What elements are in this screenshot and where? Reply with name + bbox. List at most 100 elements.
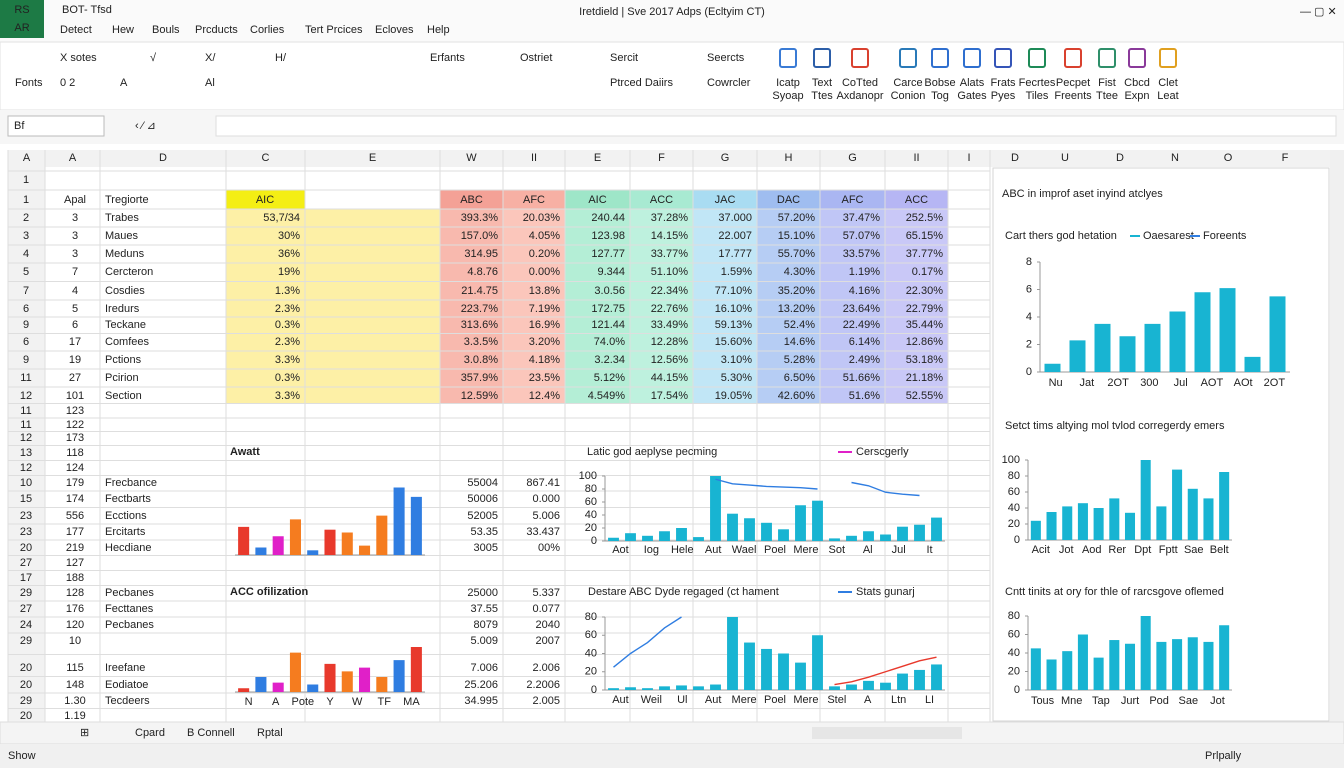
row-header: 23 bbox=[20, 510, 32, 522]
ribbon-icon[interactable] bbox=[1128, 48, 1146, 68]
x-tick-label: W bbox=[352, 696, 363, 708]
cell: AFC bbox=[523, 194, 545, 206]
x-tick-label: Acit bbox=[1032, 544, 1050, 556]
ribbon-icon[interactable] bbox=[1028, 48, 1046, 68]
x-tick-label: Jot bbox=[1059, 544, 1074, 556]
ribbon-button[interactable]: Cowrcler bbox=[707, 77, 751, 89]
menu-tab[interactable]: Detect bbox=[60, 24, 92, 36]
ribbon-icon[interactable] bbox=[779, 48, 797, 68]
scrollbar[interactable] bbox=[1330, 150, 1344, 722]
ribbon-icon[interactable] bbox=[1159, 48, 1177, 68]
bar bbox=[1046, 659, 1057, 690]
cell: 15.60% bbox=[715, 336, 753, 348]
ribbon-icon[interactable] bbox=[851, 48, 869, 68]
bar bbox=[324, 663, 336, 692]
ribbon-button[interactable]: Erfants bbox=[430, 52, 465, 64]
cell: 2.3% bbox=[275, 336, 300, 348]
cell: 4.18% bbox=[529, 354, 560, 366]
y-tick-label: 60 bbox=[1008, 628, 1020, 640]
cell: 101 bbox=[66, 390, 84, 402]
ribbon-icon[interactable] bbox=[813, 48, 831, 68]
ribbon-icon[interactable] bbox=[1098, 48, 1116, 68]
bar bbox=[625, 533, 636, 541]
y-tick-label: 40 bbox=[1008, 502, 1020, 514]
ribbon-icon[interactable] bbox=[899, 48, 917, 68]
cell: Cercteron bbox=[105, 266, 153, 278]
cell: Cosdies bbox=[105, 285, 145, 297]
ribbon-label: Expn bbox=[1124, 90, 1149, 102]
ribbon-icon[interactable] bbox=[994, 48, 1012, 68]
bar bbox=[1119, 336, 1136, 372]
ribbon-label: Axdanopr bbox=[836, 90, 883, 102]
cell: 5 bbox=[72, 303, 78, 315]
ribbon-button[interactable]: √ bbox=[150, 52, 157, 64]
ribbon-icon[interactable] bbox=[1064, 48, 1082, 68]
cell: 50006 bbox=[467, 493, 498, 505]
bar bbox=[1140, 460, 1151, 540]
cell: 57.07% bbox=[843, 230, 881, 242]
bar bbox=[829, 538, 840, 541]
ribbon-button[interactable]: X/ bbox=[205, 52, 216, 64]
row-header: 20 bbox=[20, 662, 32, 674]
ribbon-icon[interactable] bbox=[963, 48, 981, 68]
name-box[interactable] bbox=[7, 115, 105, 137]
menu-tab[interactable]: Tert Prcices bbox=[305, 24, 363, 36]
h-scroll[interactable] bbox=[812, 727, 962, 739]
cell-fill bbox=[885, 190, 948, 209]
ribbon-button[interactable]: A bbox=[120, 77, 128, 89]
ribbon-button[interactable]: X sotes bbox=[60, 52, 97, 64]
ribbon-label: Alats bbox=[960, 77, 985, 89]
x-tick-label: Rer bbox=[1108, 544, 1126, 556]
menu-tab[interactable]: Prcducts bbox=[195, 24, 238, 36]
cell: 173 bbox=[66, 432, 84, 444]
cell: 314.95 bbox=[464, 248, 498, 260]
ribbon-button[interactable]: Sercit bbox=[610, 52, 638, 64]
ribbon-button[interactable]: H/ bbox=[275, 52, 287, 64]
menu-tab[interactable]: Bouls bbox=[152, 24, 180, 36]
menu-tab[interactable]: Corlies bbox=[250, 24, 285, 36]
cell: Frecbance bbox=[105, 477, 157, 489]
bar bbox=[880, 682, 891, 690]
cell: 36% bbox=[278, 248, 300, 260]
bar bbox=[1124, 512, 1136, 540]
cell: 127.77 bbox=[591, 248, 625, 260]
panel-title: ABC in improf aset inyind atclyes bbox=[1002, 188, 1163, 200]
ribbon-button[interactable]: Seercts bbox=[707, 52, 745, 64]
cell: ACC bbox=[650, 194, 673, 206]
menu-tab[interactable]: Ecloves bbox=[375, 24, 414, 36]
menu-tab[interactable]: Help bbox=[427, 24, 450, 36]
x-tick-label: Sae bbox=[1184, 544, 1204, 556]
ribbon-button[interactable]: Fonts bbox=[15, 77, 43, 89]
x-tick-label: Jul bbox=[1174, 377, 1188, 389]
ribbon-button[interactable]: Al bbox=[205, 77, 215, 89]
cell: 17.54% bbox=[651, 390, 689, 402]
sheet-tab[interactable]: Rptal bbox=[257, 727, 283, 739]
cell: 3.3.5% bbox=[464, 336, 498, 348]
x-tick-label: Mere bbox=[793, 694, 818, 706]
x-tick-label: Jot bbox=[1210, 695, 1225, 707]
formula-input[interactable] bbox=[215, 115, 1337, 137]
cell: 122 bbox=[66, 419, 84, 431]
sheet-tab[interactable]: B Connell bbox=[187, 727, 235, 739]
column-header: D bbox=[1116, 152, 1124, 164]
ribbon-button[interactable]: 0 2 bbox=[60, 77, 75, 89]
cell: 2.2006 bbox=[526, 679, 560, 691]
ribbon-icon[interactable] bbox=[931, 48, 949, 68]
ribbon-button[interactable]: Ostriet bbox=[520, 52, 552, 64]
chart-title: Awatt bbox=[230, 446, 260, 458]
ribbon-button[interactable]: Ptrced Daiirs bbox=[610, 77, 673, 89]
cell: 0.00% bbox=[529, 266, 560, 278]
menu-tab[interactable]: Hew bbox=[112, 24, 134, 36]
cell: Trabes bbox=[105, 212, 139, 224]
window-controls[interactable]: — ▢ ✕ bbox=[1300, 6, 1337, 18]
chart-title: Cart thers god hetation bbox=[1005, 230, 1117, 242]
sheet-tab[interactable]: Cpard bbox=[135, 727, 165, 739]
cell: JAC bbox=[715, 194, 736, 206]
cell: Tecdeers bbox=[105, 695, 150, 707]
column-header-band bbox=[8, 150, 1330, 167]
row-header: 20 bbox=[20, 542, 32, 554]
cell: 1.3% bbox=[275, 285, 300, 297]
column-header: D bbox=[1011, 152, 1019, 164]
cell-fill bbox=[226, 190, 305, 209]
cell: 0.17% bbox=[912, 266, 943, 278]
